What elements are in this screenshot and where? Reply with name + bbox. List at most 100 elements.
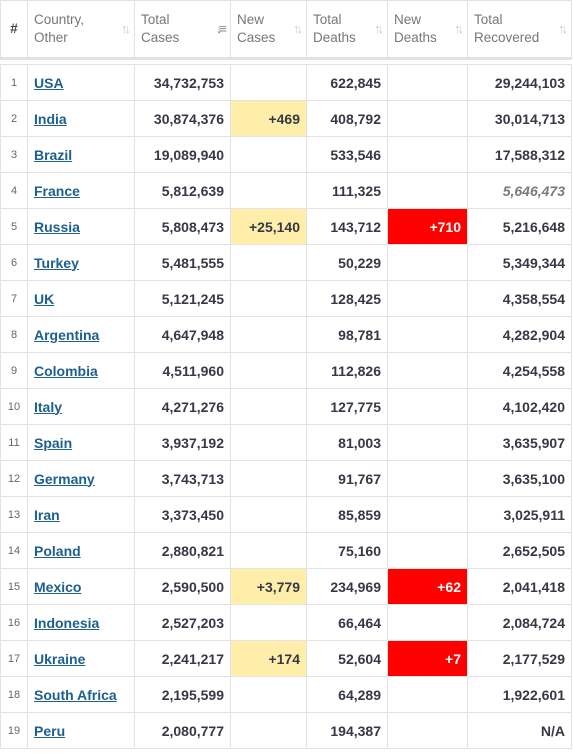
table-row: 18 South Africa 2,195,599 64,289 1,922,601	[0, 676, 572, 713]
country-link[interactable]: Ukraine	[34, 650, 86, 667]
total-deaths-cell: 64,289	[306, 676, 388, 713]
country-link[interactable]: Brazil	[34, 146, 73, 163]
country-link[interactable]: USA	[34, 74, 64, 91]
sort-icon[interactable]: ↑↓	[293, 21, 303, 36]
country-link[interactable]: Argentina	[34, 326, 100, 343]
table-row: 10 Italy 4,271,276 127,775 4,102,420	[0, 388, 572, 425]
total-deaths-cell: 128,425	[306, 280, 388, 317]
total-recovered-cell: 4,102,420	[467, 388, 572, 425]
sort-descending-icon[interactable]: ↓≡	[215, 21, 227, 36]
country-cell: Spain	[27, 424, 135, 461]
country-link[interactable]: Italy	[34, 398, 63, 415]
header-total-cases-line1: Total	[141, 12, 170, 27]
new-deaths-cell: +7	[387, 640, 468, 677]
header-new-deaths-line2: Deaths	[394, 30, 437, 45]
sort-icon[interactable]: ↑↓	[454, 21, 464, 36]
total-deaths-cell: 533,546	[306, 136, 388, 173]
sort-icon[interactable]: ↑↓	[374, 21, 384, 36]
total-cases-cell: 2,880,821	[134, 532, 231, 569]
country-link[interactable]: UK	[34, 290, 55, 307]
new-cases-cell	[230, 316, 307, 353]
header-total-recovered[interactable]: Total Recovered ↑↓	[467, 0, 572, 60]
country-link[interactable]: Germany	[34, 470, 95, 487]
table-row: 8 Argentina 4,647,948 98,781 4,282,904	[0, 316, 572, 353]
table-row: 13 Iran 3,373,450 85,859 3,025,911	[0, 496, 572, 533]
header-country[interactable]: Country, Other ↑↓	[27, 0, 135, 60]
total-cases-cell: 5,481,555	[134, 244, 231, 281]
total-recovered-cell: N/A	[467, 712, 572, 749]
country-cell: India	[27, 100, 135, 137]
country-link[interactable]: Indonesia	[34, 614, 100, 631]
country-link[interactable]: Poland	[34, 542, 81, 559]
total-cases-cell: 3,937,192	[134, 424, 231, 461]
total-deaths-cell: 66,464	[306, 604, 388, 641]
total-cases-cell: 5,812,639	[134, 172, 231, 209]
country-cell: Turkey	[27, 244, 135, 281]
total-deaths-cell: 52,604	[306, 640, 388, 677]
new-deaths-cell	[387, 532, 468, 569]
new-cases-cell: +469	[230, 100, 307, 137]
header-new-deaths-line1: New	[394, 12, 422, 27]
new-cases-cell	[230, 460, 307, 497]
country-link[interactable]: India	[34, 110, 67, 127]
row-rank: 7	[0, 280, 28, 317]
row-rank: 12	[0, 460, 28, 497]
country-link[interactable]: Mexico	[34, 578, 82, 595]
country-link[interactable]: South Africa	[34, 686, 117, 703]
new-deaths-cell	[387, 496, 468, 533]
table-row: 4 France 5,812,639 111,325 5,646,473	[0, 172, 572, 209]
table-row: 5 Russia 5,808,473 +25,140 143,712 +710 5,216,…	[0, 208, 572, 245]
country-link[interactable]: Turkey	[34, 254, 79, 271]
header-total-deaths[interactable]: Total Deaths ↑↓	[306, 0, 388, 60]
new-deaths-cell	[387, 244, 468, 281]
sort-icon[interactable]: ↑↓	[121, 21, 131, 36]
header-total-cases[interactable]: Total Cases ↓≡	[134, 0, 231, 60]
total-recovered-cell: 2,041,418	[467, 568, 572, 605]
table-row: 14 Poland 2,880,821 75,160 2,652,505	[0, 532, 572, 569]
total-recovered-cell: 5,349,344	[467, 244, 572, 281]
total-cases-cell: 34,732,753	[134, 64, 231, 101]
table-row: 6 Turkey 5,481,555 50,229 5,349,344	[0, 244, 572, 281]
table-row: 15 Mexico 2,590,500 +3,779 234,969 +62 2,041,4…	[0, 568, 572, 605]
table-row: 17 Ukraine 2,241,217 +174 52,604 +7 2,177,529	[0, 640, 572, 677]
table-body: 1 USA 34,732,753 622,845 29,244,103 2 India 30,…	[0, 58, 572, 749]
new-deaths-cell	[387, 100, 468, 137]
new-cases-cell	[230, 496, 307, 533]
country-cell: Poland	[27, 532, 135, 569]
total-recovered-cell: 5,646,473	[467, 172, 572, 209]
new-deaths-cell	[387, 424, 468, 461]
country-cell: Argentina	[27, 316, 135, 353]
country-link[interactable]: Spain	[34, 434, 73, 451]
total-deaths-cell: 622,845	[306, 64, 388, 101]
total-cases-cell: 5,808,473	[134, 208, 231, 245]
total-recovered-cell: 3,635,907	[467, 424, 572, 461]
new-deaths-cell	[387, 604, 468, 641]
country-link[interactable]: Iran	[34, 506, 60, 523]
new-deaths-cell	[387, 316, 468, 353]
sort-icon[interactable]: ↑↓	[558, 21, 568, 36]
new-cases-cell: +174	[230, 640, 307, 677]
country-link[interactable]: Russia	[34, 218, 80, 235]
country-link[interactable]: Peru	[34, 722, 66, 739]
total-cases-cell: 30,874,376	[134, 100, 231, 137]
total-deaths-cell: 75,160	[306, 532, 388, 569]
total-deaths-cell: 408,792	[306, 100, 388, 137]
header-new-deaths[interactable]: New Deaths ↑↓	[387, 0, 468, 60]
table-row: 16 Indonesia 2,527,203 66,464 2,084,724	[0, 604, 572, 641]
total-recovered-cell: 4,358,554	[467, 280, 572, 317]
row-rank: 11	[0, 424, 28, 461]
country-cell: Ukraine	[27, 640, 135, 677]
header-country-line1: Country,	[34, 12, 85, 27]
header-new-cases[interactable]: New Cases ↑↓	[230, 0, 307, 60]
new-cases-cell: +3,779	[230, 568, 307, 605]
total-recovered-cell: 2,652,505	[467, 532, 572, 569]
row-rank: 18	[0, 676, 28, 713]
country-link[interactable]: Colombia	[34, 362, 98, 379]
new-deaths-cell	[387, 676, 468, 713]
row-rank: 9	[0, 352, 28, 389]
total-deaths-cell: 50,229	[306, 244, 388, 281]
country-link[interactable]: France	[34, 182, 80, 199]
new-cases-cell	[230, 64, 307, 101]
total-cases-cell: 4,647,948	[134, 316, 231, 353]
row-rank: 14	[0, 532, 28, 569]
